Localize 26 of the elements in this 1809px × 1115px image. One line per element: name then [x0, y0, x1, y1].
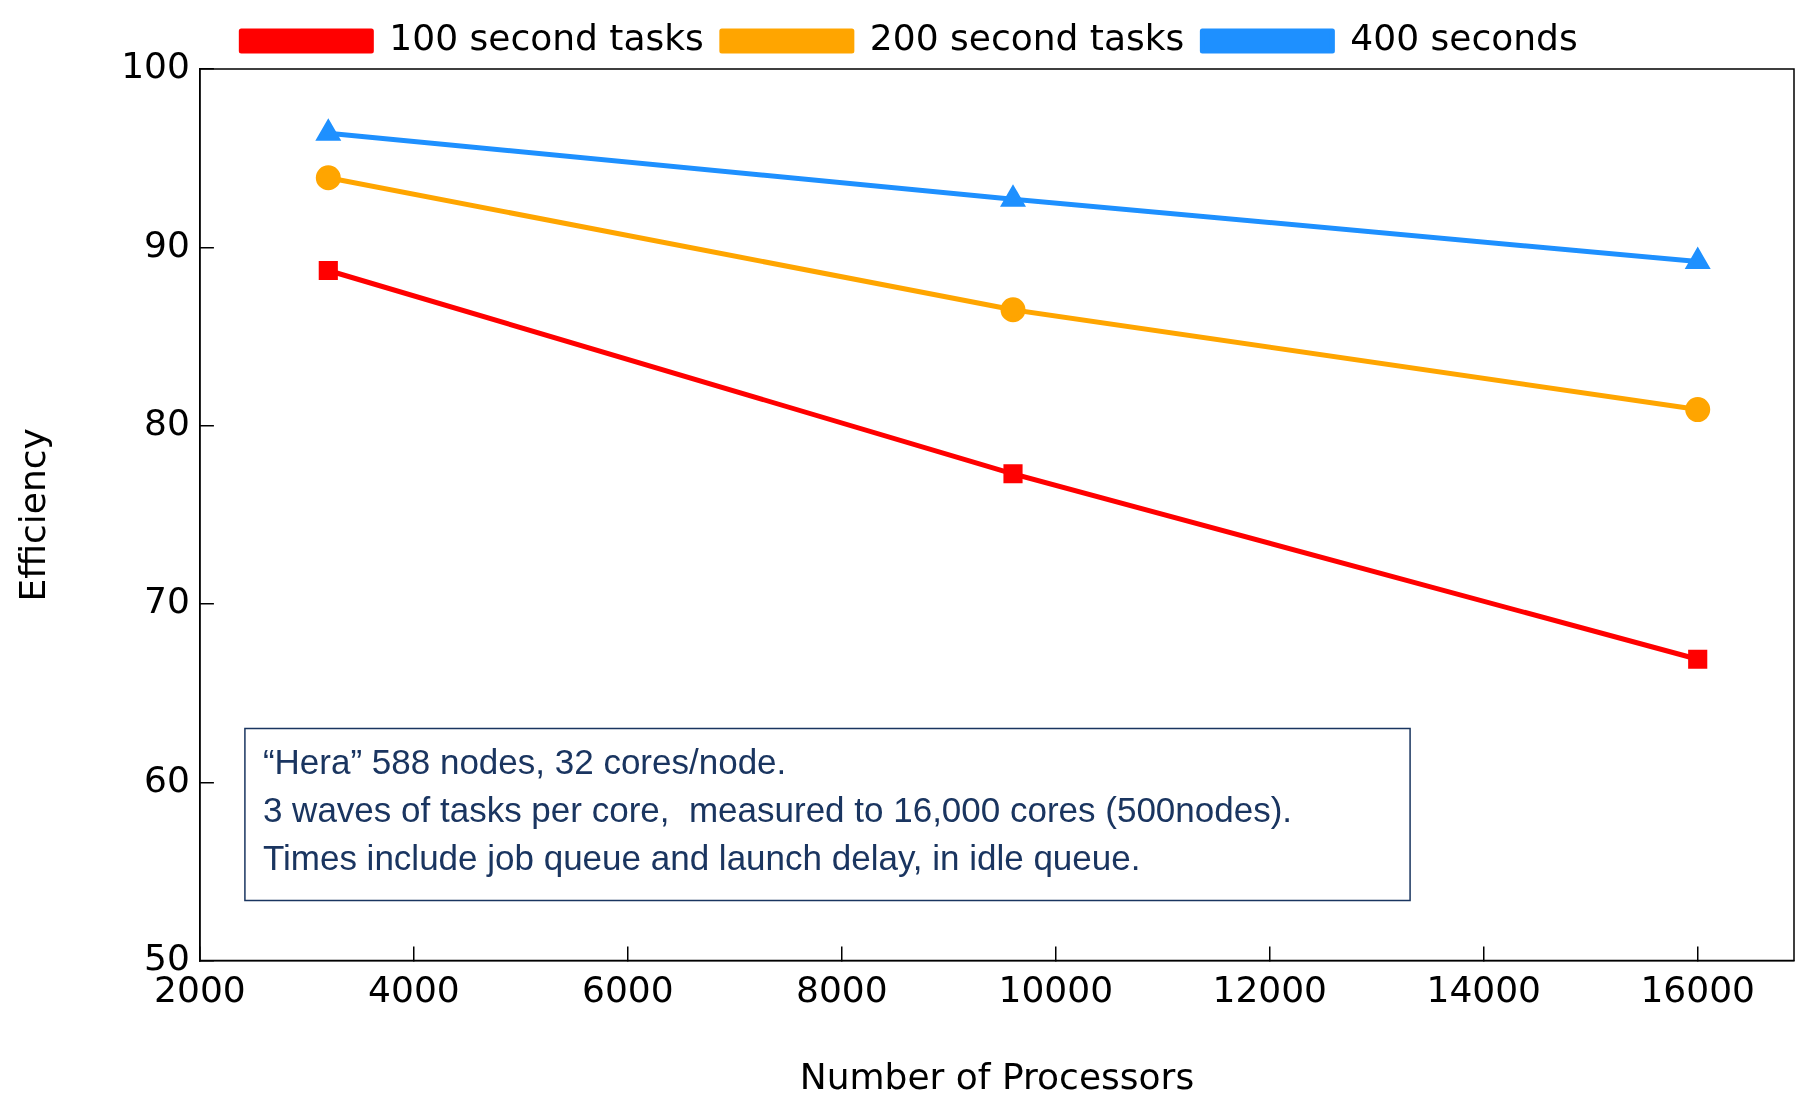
x-tick-label: 4000: [368, 968, 460, 1010]
x-tick-label: 14000: [1426, 968, 1542, 1010]
legend-label: 200 second tasks: [869, 17, 1185, 59]
x-tick-label: 16000: [1640, 968, 1755, 1010]
x-tick-label: 12000: [1212, 968, 1328, 1010]
legend-label: 100 second tasks: [389, 17, 704, 59]
y-tick-label: 90: [144, 223, 190, 265]
annotation: Times include job queue and launch delay, in idle queue.: [262, 837, 1141, 877]
annotation: “Hera” 588 nodes, 32 cores/node.: [262, 741, 787, 781]
y-tick-label: 60: [144, 758, 190, 800]
x-tick-label: 6000: [582, 968, 674, 1010]
point: [1685, 397, 1711, 423]
point: [1003, 464, 1023, 484]
x-tick-label: 10000: [998, 968, 1114, 1010]
legend-label: 400 seconds: [1350, 17, 1578, 59]
y-tick-label: 100: [121, 45, 190, 87]
y-tick-label: 80: [144, 402, 190, 443]
annotation: 3 waves of tasks per core, measured to 16,000 cores (500nodes).: [262, 789, 1293, 829]
x-axis-title: Number of Processors: [799, 1055, 1195, 1097]
point: [315, 165, 341, 191]
x-tick-label: 8000: [796, 968, 888, 1010]
y-tick-label: 70: [144, 580, 190, 622]
point: [1688, 649, 1708, 669]
point: [1000, 297, 1026, 323]
point: [318, 260, 338, 281]
y-axis-title: Efficiency: [11, 428, 53, 602]
